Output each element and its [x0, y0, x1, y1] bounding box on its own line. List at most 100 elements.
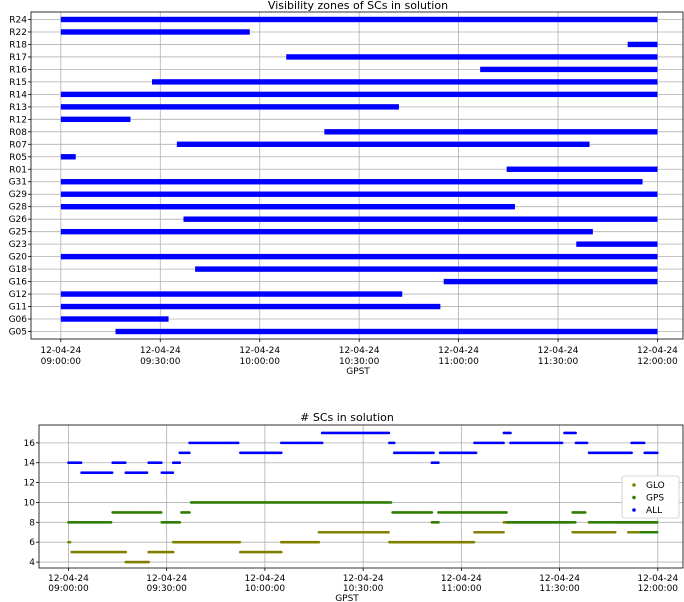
y-tick-label: R18: [9, 40, 27, 50]
visibility-bar-R16: [480, 66, 658, 73]
sc-count-chart-points: [67, 431, 660, 564]
x-tick-label-date: 12-04-24: [339, 346, 380, 356]
y-tick-label: 8: [29, 518, 35, 528]
y-tick-label: G11: [9, 303, 27, 313]
legend-label-GPS: GPS: [646, 494, 664, 504]
legend-marker-ALL: [632, 508, 636, 512]
visibility-bar-R22: [60, 29, 250, 35]
y-tick-label: G16: [9, 278, 28, 288]
x-tick-label-date: 12-04-24: [244, 574, 285, 584]
visibility-bar-R18: [627, 41, 658, 48]
y-tick-label: R07: [9, 140, 27, 150]
x-tick-label-date: 12-04-24: [40, 346, 81, 356]
visibility-bar-R01: [506, 166, 658, 172]
visibility-bar-R15: [151, 79, 658, 85]
y-tick-label: R17: [9, 53, 27, 63]
x-tick-label-date: 12-04-24: [146, 574, 187, 584]
x-tick-label-date: 12-04-24: [441, 574, 482, 584]
y-tick-label: R05: [9, 153, 27, 163]
y-tick-label: G31: [9, 178, 27, 188]
visibility-chart-bars: [60, 16, 658, 335]
y-tick-label: R16: [9, 65, 27, 75]
x-tick-label-time: 10:00:00: [245, 584, 286, 594]
x-tick-label-time: 10:00:00: [240, 357, 281, 367]
y-tick-label: G26: [9, 215, 28, 225]
visibility-bar-R12: [60, 116, 131, 123]
visibility-bar-G11: [60, 303, 441, 310]
y-tick-label: 16: [24, 439, 36, 449]
sc-count-chart-grid: [39, 425, 683, 568]
x-tick-label-time: 10:30:00: [339, 357, 380, 367]
y-tick-label: G05: [9, 328, 27, 338]
visibility-chart-grid: [31, 12, 683, 339]
visibility-bar-G31: [60, 179, 643, 185]
sc-count-chart-x-axis-label: GPST: [335, 594, 359, 602]
visibility-bar-G23: [576, 241, 658, 247]
x-tick-label-time: 11:00:00: [441, 584, 482, 594]
y-tick-label: G06: [9, 315, 28, 325]
sc-count-chart-x-ticks: 12-04-2409:00:0012-04-2409:30:0012-04-24…: [48, 568, 679, 594]
x-tick-label-date: 12-04-24: [239, 346, 280, 356]
y-tick-label: 14: [24, 459, 36, 469]
series-GPS: [67, 501, 660, 534]
y-tick-label: R14: [9, 90, 27, 100]
sc-count-chart-title: # SCs in solution: [300, 411, 394, 424]
y-tick-label: G23: [9, 240, 27, 250]
visibility-chart-x-ticks: 12-04-2409:00:0012-04-2409:30:0012-04-24…: [40, 339, 678, 367]
y-tick-label: R08: [9, 128, 27, 138]
visibility-bar-G16: [443, 278, 658, 285]
visibility-bar-G05: [115, 328, 658, 335]
x-tick-label-date: 12-04-24: [637, 346, 678, 356]
x-tick-label-time: 10:30:00: [343, 584, 384, 594]
y-tick-label: R12: [9, 115, 27, 125]
visibility-bar-R17: [286, 54, 658, 60]
y-tick-label: G29: [9, 190, 28, 200]
y-tick-label: R13: [9, 103, 27, 113]
visibility-chart-title: Visibility zones of SCs in solution: [268, 0, 448, 12]
visibility-chart-y-ticks: G05 G06 G11 G12 G16 G18 G20 G23 G25 G26 G28 G29 G31 R…: [9, 15, 31, 338]
x-tick-label-date: 12-04-24: [343, 574, 384, 584]
x-tick-label-time: 09:30:00: [146, 584, 187, 594]
legend-label-ALL: ALL: [646, 506, 662, 516]
y-tick-label: R15: [9, 78, 27, 88]
visibility-bar-R08: [324, 129, 658, 135]
visibility-bar-G29: [60, 191, 658, 197]
visibility-bar-G12: [60, 291, 403, 297]
visibility-bar-G26: [183, 216, 658, 222]
visibility-bar-R13: [60, 104, 399, 110]
legend-frame: [621, 475, 680, 519]
visibility-bar-R24: [60, 16, 658, 23]
sc-count-chart-y-ticks: 4 6 8 10 12 14 16: [24, 439, 39, 568]
legend-label-GLO: GLO: [646, 481, 665, 491]
visibility-bar-G20: [60, 253, 658, 260]
y-tick-label: 10: [24, 498, 36, 508]
x-tick-label-time: 12:00:00: [637, 357, 678, 367]
x-tick-label-date: 12-04-24: [438, 346, 479, 356]
visibility-bar-R05: [60, 154, 76, 160]
sc-count-chart-legend: GLO GPS ALL: [621, 475, 680, 519]
x-tick-label-date: 12-04-24: [48, 574, 89, 584]
x-tick-label-time: 12:00:00: [638, 584, 679, 594]
x-tick-label-time: 09:30:00: [140, 357, 181, 367]
series-ALL: [67, 431, 660, 474]
visibility-bar-R07: [176, 141, 590, 147]
x-tick-label-date: 12-04-24: [538, 346, 579, 356]
x-tick-label-date: 12-04-24: [140, 346, 181, 356]
visibility-chart: Visibility zones of SCs in solution G05 G…: [9, 0, 684, 377]
y-tick-label: 6: [29, 538, 35, 548]
visibility-bar-R14: [60, 91, 658, 98]
y-tick-label: R01: [9, 165, 27, 175]
y-tick-label: 4: [29, 558, 35, 568]
x-tick-label-time: 09:00:00: [41, 357, 82, 367]
y-tick-label: 12: [24, 479, 35, 489]
x-tick-label-date: 12-04-24: [539, 574, 580, 584]
visibility-chart-frame: [30, 11, 684, 340]
sc-count-chart-frame: [38, 424, 684, 569]
y-tick-label: G18: [9, 265, 28, 275]
visibility-bar-G06: [60, 316, 169, 322]
x-tick-label-date: 12-04-24: [637, 574, 678, 584]
y-tick-label: R24: [9, 15, 27, 25]
visibility-chart-x-axis-label: GPST: [346, 367, 370, 377]
